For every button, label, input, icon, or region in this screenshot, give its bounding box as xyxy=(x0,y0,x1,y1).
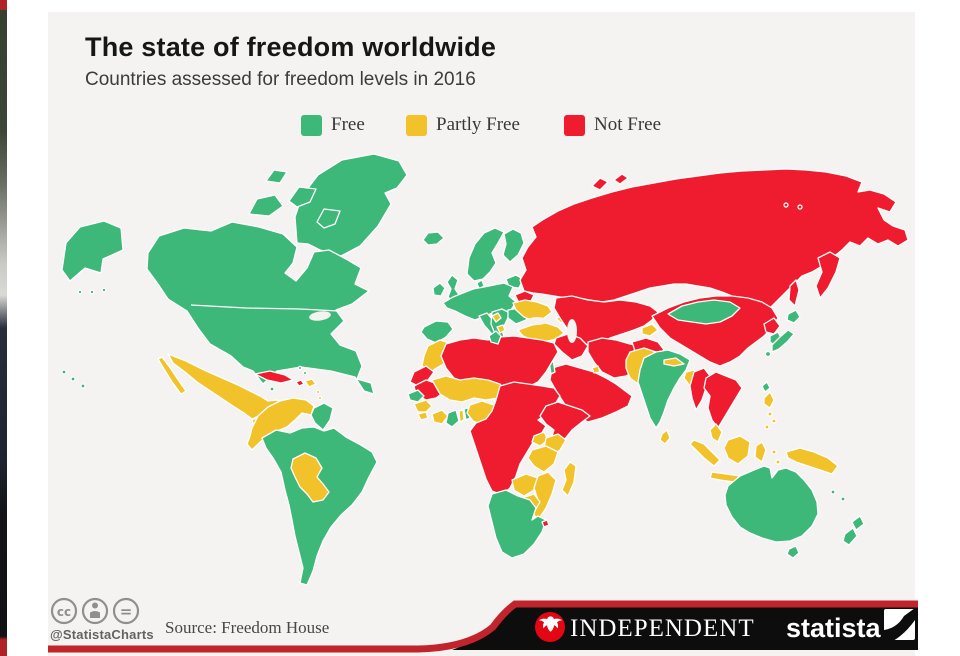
legend-swatch-partly-free xyxy=(406,114,427,136)
source-text: Source: Freedom House xyxy=(165,618,330,637)
legend-item-free: Free xyxy=(301,114,365,136)
statista-handle: @StatistaCharts xyxy=(50,627,154,642)
page-title: The state of freedom worldwide xyxy=(85,32,497,62)
infographic-card: The state of freedom worldwide Countries… xyxy=(48,12,915,656)
legend-item-partly-free: Partly Free xyxy=(406,114,520,136)
legend-swatch-not-free xyxy=(564,114,585,136)
legend-item-not-free: Not Free xyxy=(564,114,661,136)
legend-swatch-free xyxy=(301,114,322,136)
legend-label-not-free: Not Free xyxy=(594,114,662,135)
page-subtitle: Countries assessed for freedom levels in… xyxy=(85,69,476,90)
screen-edge-artifact xyxy=(0,0,7,656)
legend-label-free: Free xyxy=(331,114,365,135)
legend-label-partly-free: Partly Free xyxy=(436,114,520,135)
